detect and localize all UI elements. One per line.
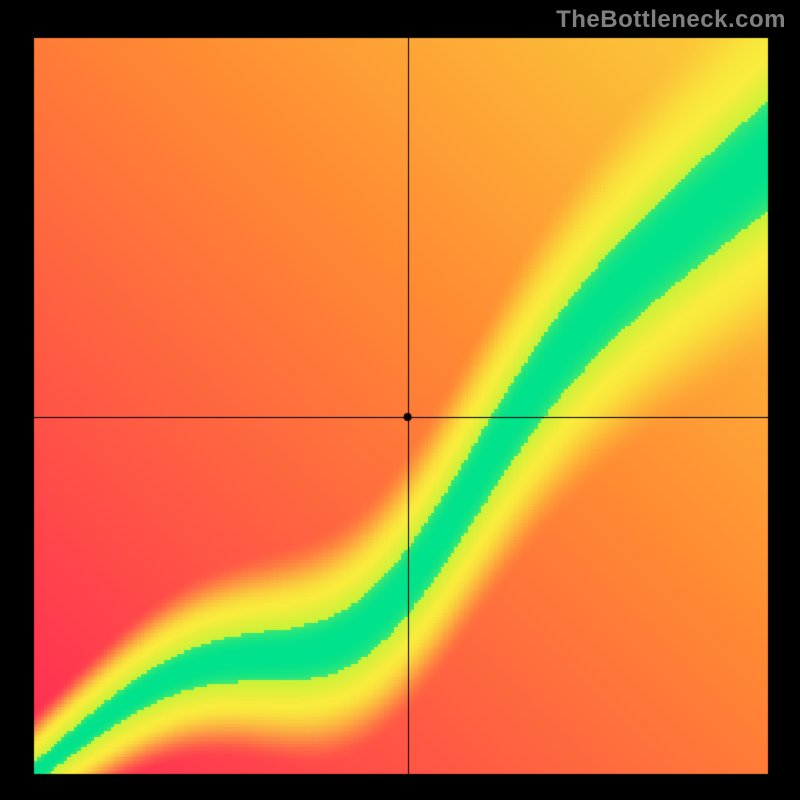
watermark-text: TheBottleneck.com — [556, 6, 786, 34]
bottleneck-heatmap — [0, 0, 800, 800]
